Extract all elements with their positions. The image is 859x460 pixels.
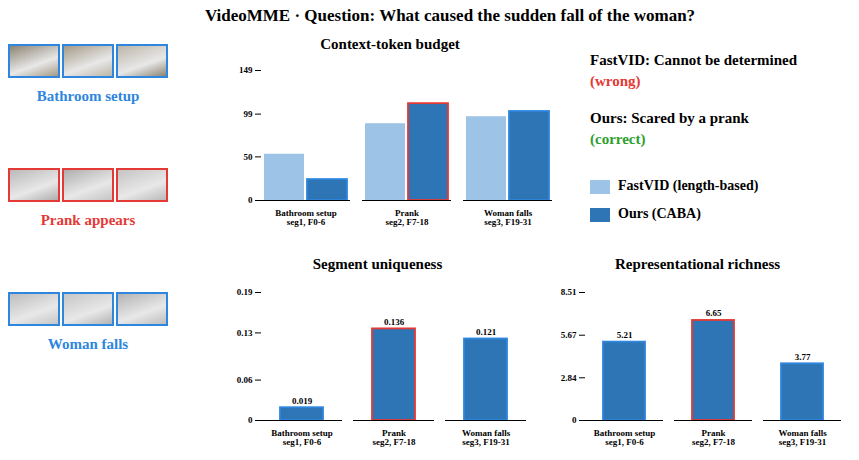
svg-text:0.019: 0.019 <box>292 396 313 406</box>
svg-text:Woman fallsseg3, F19-31: Woman fallsseg3, F19-31 <box>484 208 533 227</box>
svg-text:50: 50 <box>244 152 254 162</box>
svg-text:149: 149 <box>239 65 253 75</box>
html-text:Bathroom setup: Bathroom setup <box>36 88 140 104</box>
svg-text:Bathroom setupseg1, F0-6: Bathroom setupseg1, F0-6 <box>271 428 333 447</box>
svg-text:0.136: 0.136 <box>384 317 405 327</box>
svg-text:5.67: 5.67 <box>561 330 577 340</box>
svg-text:8.51: 8.51 <box>561 287 577 297</box>
svg-text:0.121: 0.121 <box>476 327 497 337</box>
svg-text:6.65: 6.65 <box>706 308 722 318</box>
svg-text:Bathroom setupseg1, F0-6: Bathroom setupseg1, F0-6 <box>275 208 337 227</box>
html-text:FastVID (length-based): FastVID (length-based) <box>618 178 759 193</box>
svg-text:0: 0 <box>248 195 253 205</box>
html-text:(wrong): (wrong) <box>590 73 641 89</box>
svg-text:Prankseg2, F7-18: Prankseg2, F7-18 <box>386 208 429 227</box>
svg-text:3.77: 3.77 <box>795 352 811 362</box>
html-text:Prank appears: Prank appears <box>40 212 136 228</box>
svg-text:Prankseg2, F7-18: Prankseg2, F7-18 <box>373 428 416 447</box>
html-text:VideoMME · Question: What caus: VideoMME · Question: What caused the sud… <box>204 6 696 25</box>
svg-text:0.13: 0.13 <box>237 328 253 338</box>
svg-text:0: 0 <box>248 415 253 425</box>
svg-text:0: 0 <box>572 415 577 425</box>
svg-text:Woman fallsseg3, F19-31: Woman fallsseg3, F19-31 <box>778 428 827 447</box>
svg-text:2.84: 2.84 <box>561 373 577 383</box>
svg-text:0.19: 0.19 <box>237 287 253 297</box>
html-text:Representational richness: Representational richness <box>614 256 781 272</box>
html-text:Segment uniqueness: Segment uniqueness <box>312 256 443 272</box>
html-text:(correct): (correct) <box>590 131 646 147</box>
html-text:Ours: Scared by a prank: Ours: Scared by a prank <box>590 110 749 126</box>
svg-text:0.06: 0.06 <box>237 375 253 385</box>
svg-text:5.21: 5.21 <box>617 330 633 340</box>
html-text:Woman falls: Woman falls <box>47 336 129 352</box>
svg-text:Bathroom setupseg1, F0-6: Bathroom setupseg1, F0-6 <box>594 428 656 447</box>
svg-text:99: 99 <box>244 109 254 119</box>
html-text:FastVID: Cannot be determined: FastVID: Cannot be determined <box>590 52 798 68</box>
svg-text:Woman fallsseg3, F19-31: Woman fallsseg3, F19-31 <box>462 428 511 447</box>
html-text:Ours (CABA): Ours (CABA) <box>618 206 701 221</box>
html-text:Context-token budget: Context-token budget <box>320 36 460 52</box>
svg-text:Prankseg2, F7-18: Prankseg2, F7-18 <box>692 428 735 447</box>
